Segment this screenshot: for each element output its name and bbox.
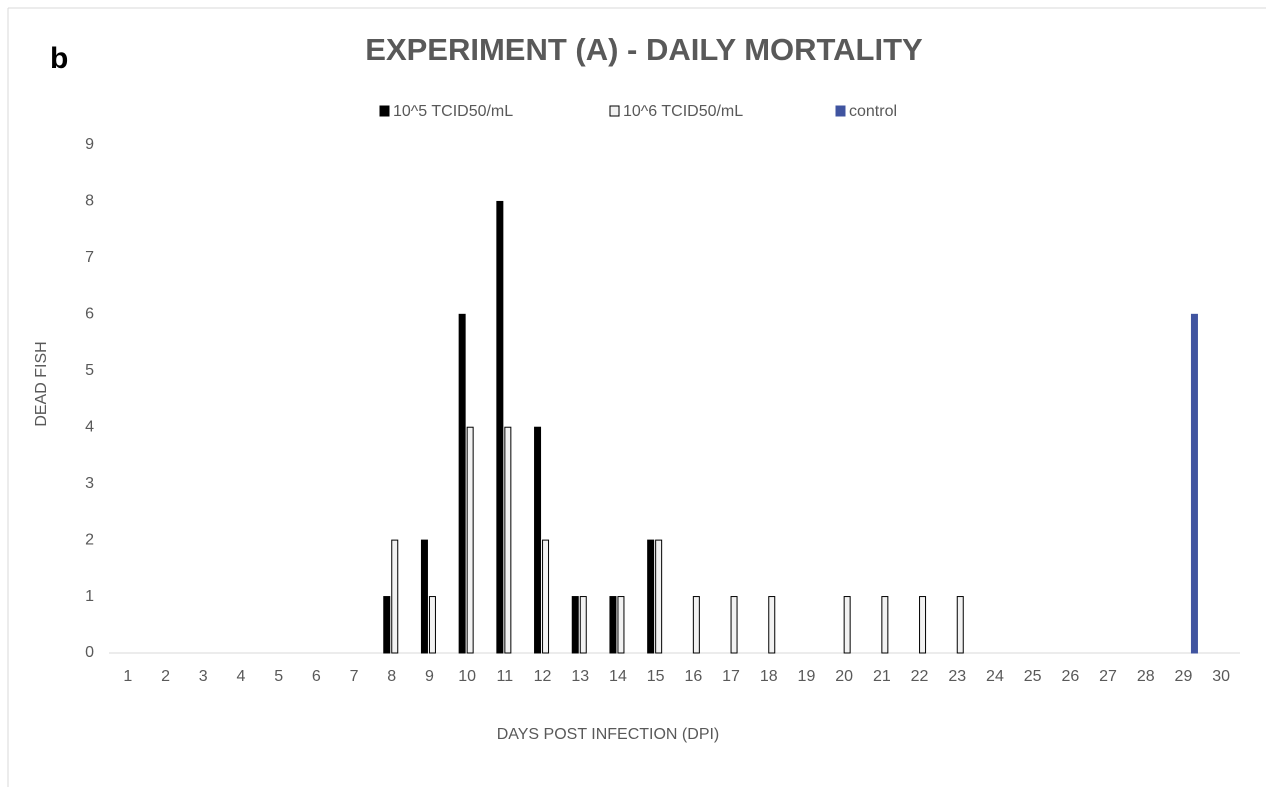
x-tick-label: 25 — [1024, 668, 1042, 685]
x-tick-label: 7 — [350, 668, 359, 685]
x-tick-label: 14 — [609, 668, 627, 685]
x-tick-label: 29 — [1175, 668, 1193, 685]
bar — [881, 596, 889, 654]
x-tick-label: 9 — [425, 668, 434, 685]
bar — [391, 539, 399, 654]
x-tick-label: 15 — [647, 668, 665, 685]
x-tick-label: 17 — [722, 668, 740, 685]
x-tick-label: 19 — [798, 668, 816, 685]
bar — [383, 596, 391, 654]
bar — [843, 596, 851, 654]
bar — [655, 539, 663, 654]
bar — [496, 200, 504, 654]
x-tick-label: 6 — [312, 668, 321, 685]
x-tick-label: 22 — [911, 668, 929, 685]
legend-marker — [835, 105, 846, 117]
x-tick-label: 10 — [458, 668, 476, 685]
y-tick-label: 5 — [85, 362, 94, 379]
bar — [692, 596, 700, 654]
x-tick-label: 16 — [684, 668, 702, 685]
bar — [730, 596, 738, 654]
legend-label: 10^5 TCID50/mL — [393, 103, 513, 120]
bar — [428, 596, 436, 654]
x-tick-label: 30 — [1212, 668, 1230, 685]
y-tick-label: 8 — [85, 193, 94, 210]
y-tick-label: 1 — [85, 588, 94, 605]
bar — [609, 596, 617, 654]
bar — [466, 426, 474, 654]
y-tick-label: 9 — [85, 136, 94, 153]
y-tick-label: 6 — [85, 306, 94, 323]
x-tick-label: 26 — [1061, 668, 1079, 685]
x-tick-label: 23 — [948, 668, 966, 685]
bar — [1190, 313, 1198, 654]
y-tick-label: 2 — [85, 531, 94, 548]
x-tick-label: 1 — [123, 668, 132, 685]
bar — [617, 596, 625, 654]
x-tick-label: 11 — [497, 668, 514, 685]
x-tick-label: 27 — [1099, 668, 1117, 685]
x-tick-label: 8 — [387, 668, 396, 685]
x-axis-label: DAYS POST INFECTION (DPI) — [497, 726, 720, 743]
y-tick-label: 3 — [85, 475, 94, 492]
legend-label: control — [849, 103, 897, 120]
bar — [458, 313, 466, 654]
bar — [919, 596, 927, 654]
y-tick-label: 7 — [85, 249, 94, 266]
x-tick-label: 4 — [236, 668, 245, 685]
bar — [571, 596, 579, 654]
x-tick-label: 2 — [161, 668, 170, 685]
x-tick-label: 3 — [199, 668, 208, 685]
x-tick-label: 28 — [1137, 668, 1155, 685]
bar — [956, 596, 964, 654]
x-tick-label: 24 — [986, 668, 1004, 685]
y-tick-label: 0 — [85, 644, 94, 661]
bar — [542, 539, 550, 654]
x-tick-label: 18 — [760, 668, 778, 685]
bar — [647, 539, 655, 654]
legend-marker — [379, 105, 390, 117]
legend-marker — [609, 105, 620, 117]
legend-label: 10^6 TCID50/mL — [623, 103, 743, 120]
bar — [768, 596, 776, 654]
x-tick-label: 13 — [571, 668, 589, 685]
bar — [504, 426, 512, 654]
x-tick-label: 12 — [534, 668, 552, 685]
chart-title: EXPERIMENT (A) - DAILY MORTALITY — [365, 32, 923, 67]
bar — [579, 596, 587, 654]
y-axis-label: DEAD FISH — [33, 341, 50, 426]
y-tick-label: 4 — [85, 418, 94, 435]
x-tick-label: 21 — [873, 668, 891, 685]
x-tick-label: 5 — [274, 668, 283, 685]
bar — [420, 539, 428, 654]
bar — [534, 426, 542, 654]
x-tick-label: 20 — [835, 668, 853, 685]
panel-label: b — [50, 42, 68, 75]
